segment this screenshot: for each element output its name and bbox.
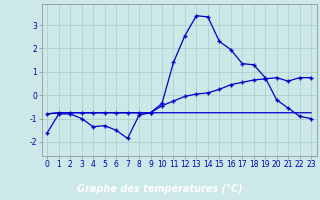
Text: Graphe des températures (°C): Graphe des températures (°C) [77, 183, 243, 194]
